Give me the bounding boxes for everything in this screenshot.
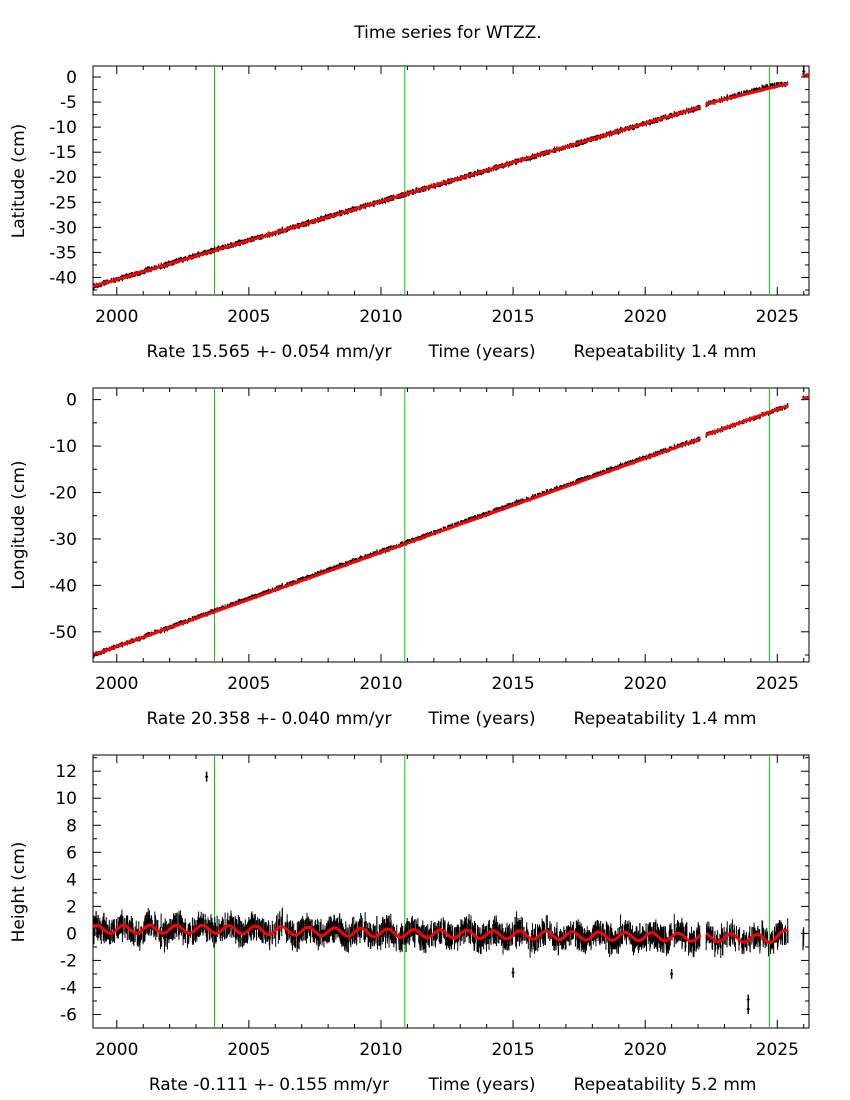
y-axis-label: Longitude (cm) bbox=[9, 460, 29, 589]
x-tick-label: 2010 bbox=[359, 674, 402, 694]
plot-frame bbox=[92, 754, 810, 1029]
x-tick-label: 2010 bbox=[359, 307, 402, 327]
x-tick-label: 2000 bbox=[95, 674, 138, 694]
x-tick-label: 2015 bbox=[491, 307, 534, 327]
x-tick-label: 2000 bbox=[95, 307, 138, 327]
repeatability-text: Repeatability 1.4 mm bbox=[574, 709, 757, 729]
y-tick-label: -30 bbox=[49, 218, 77, 238]
repeatability-text: Repeatability 1.4 mm bbox=[574, 342, 757, 362]
x-tick-label: 2005 bbox=[227, 307, 270, 327]
longitude-panel: 2000 2005 2010 2015 2020 2025 0 -10 -20 -30 -40 -50… bbox=[9, 387, 810, 729]
y-tick-label: 0 bbox=[66, 391, 77, 411]
y-tick-label: 0 bbox=[66, 68, 77, 88]
y-tick-label: -10 bbox=[49, 118, 77, 138]
model-line-tail bbox=[802, 395, 810, 400]
figure-title: Time series for WTZZ. bbox=[353, 23, 541, 43]
y-axis-label: Latitude (cm) bbox=[9, 124, 29, 239]
x-tick-label: 2015 bbox=[491, 674, 534, 694]
model-line bbox=[92, 105, 702, 288]
x-axis-label: Time (years) bbox=[427, 709, 535, 729]
x-tick-label: 2020 bbox=[624, 674, 667, 694]
x-tick-label: 2025 bbox=[756, 674, 799, 694]
y-tick-label: -20 bbox=[49, 168, 77, 188]
rate-text: Rate 15.565 +- 0.054 mm/yr bbox=[146, 342, 391, 362]
y-tick-label: -5 bbox=[60, 93, 77, 113]
y-tick-label: -35 bbox=[49, 243, 77, 263]
plot-frame bbox=[92, 387, 810, 663]
rate-text: Rate 20.358 +- 0.040 mm/yr bbox=[146, 709, 391, 729]
y-tick-label: -30 bbox=[49, 530, 77, 550]
y-tick-label: -20 bbox=[49, 483, 77, 503]
model-line-tail bbox=[802, 73, 810, 78]
x-tick-label: 2020 bbox=[624, 307, 667, 327]
plot-frame bbox=[92, 65, 810, 296]
latitude-panel: 2000 2005 2010 2015 2020 2025 0 -5 -10 -15 -20 -25 -… bbox=[9, 65, 810, 362]
x-axis-label: Time (years) bbox=[427, 342, 535, 362]
model-line bbox=[705, 82, 789, 106]
y-tick-label: -50 bbox=[49, 623, 77, 643]
y-tick-label: -40 bbox=[49, 268, 77, 288]
model-line bbox=[705, 404, 789, 437]
y-tick-label: -40 bbox=[49, 576, 77, 596]
y-tick-label: -25 bbox=[49, 193, 77, 213]
x-tick-label: 2005 bbox=[227, 674, 270, 694]
height-panel: 2000 2005 2010 2015 2020 2025121086420-2-4-6 … bbox=[9, 754, 810, 1095]
model-line bbox=[92, 437, 702, 657]
y-tick-label: -15 bbox=[49, 143, 77, 163]
x-tick-label: 2025 bbox=[756, 307, 799, 327]
y-tick-label: -10 bbox=[49, 437, 77, 457]
